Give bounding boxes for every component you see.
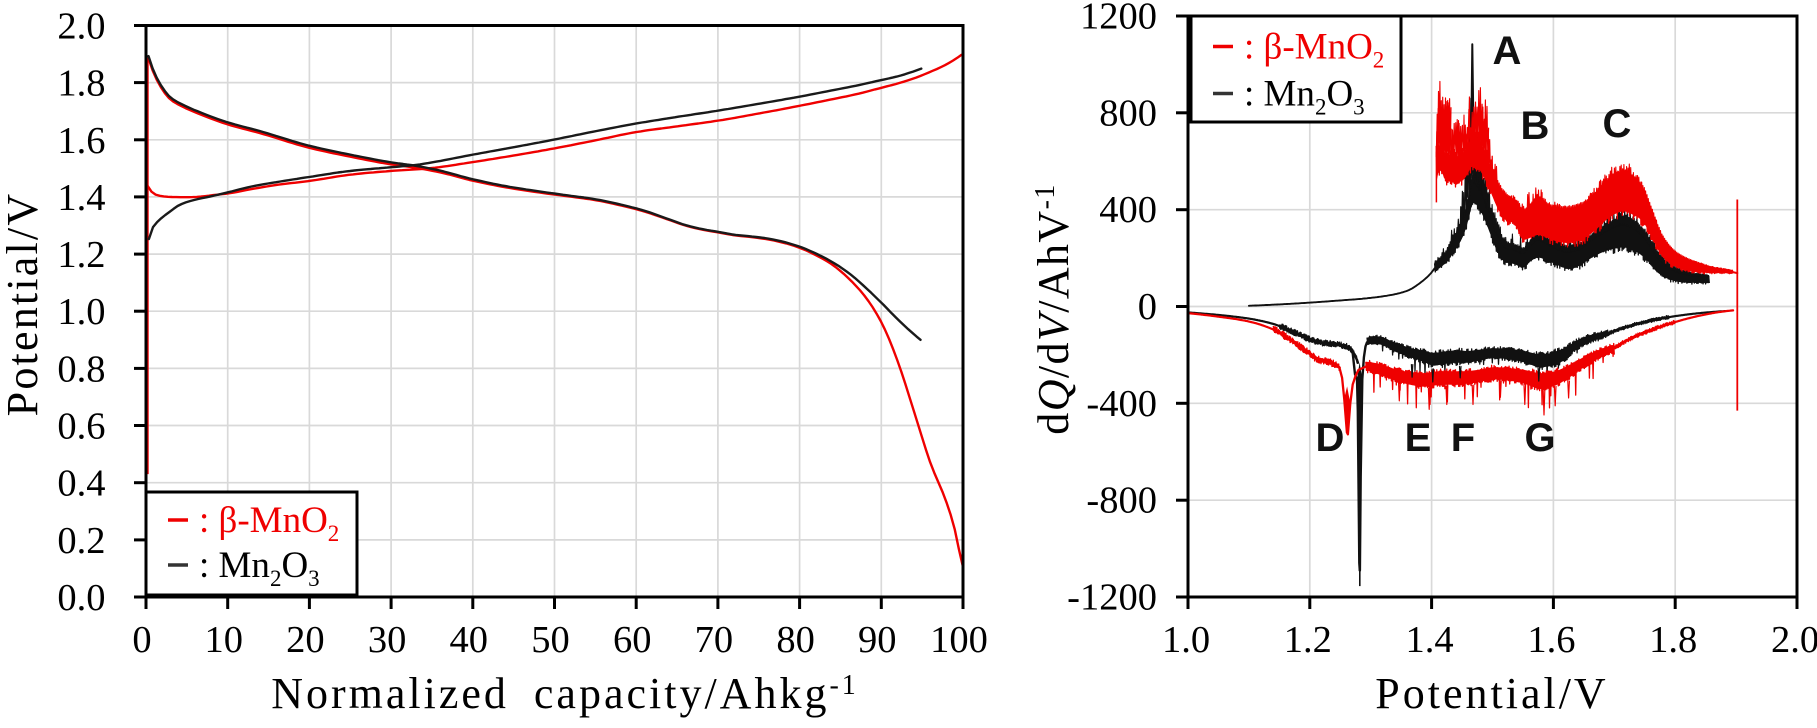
svg-text:30: 30 bbox=[368, 619, 407, 661]
svg-text:Normalized capacity/Ahkg-1: Normalized capacity/Ahkg-1 bbox=[271, 669, 859, 718]
svg-text:1.0: 1.0 bbox=[1162, 619, 1210, 661]
svg-text:80: 80 bbox=[776, 619, 815, 661]
svg-text:dQ/dV/AhV-1: dQ/dV/AhV-1 bbox=[1029, 183, 1078, 434]
svg-text:60: 60 bbox=[613, 619, 652, 661]
svg-text:: β-MnO2: : β-MnO2 bbox=[1244, 27, 1384, 73]
svg-text:0: 0 bbox=[132, 619, 151, 661]
svg-text:F: F bbox=[1451, 416, 1475, 460]
svg-text:90: 90 bbox=[858, 619, 897, 661]
svg-text:50: 50 bbox=[531, 619, 570, 661]
svg-text:1.0: 1.0 bbox=[57, 291, 105, 333]
svg-text:: β-MnO2: : β-MnO2 bbox=[199, 500, 339, 546]
svg-text:C: C bbox=[1603, 102, 1632, 146]
svg-text:1.6: 1.6 bbox=[57, 120, 105, 162]
svg-text:20: 20 bbox=[286, 619, 325, 661]
svg-text:Potential/V: Potential/V bbox=[1375, 669, 1608, 718]
svg-text:-1200: -1200 bbox=[1067, 577, 1157, 619]
svg-text:: Mn2O3: : Mn2O3 bbox=[199, 545, 320, 591]
svg-text:D: D bbox=[1316, 416, 1345, 460]
svg-text:1.4: 1.4 bbox=[57, 177, 105, 219]
svg-text:2.0: 2.0 bbox=[1771, 619, 1817, 661]
svg-text:400: 400 bbox=[1099, 189, 1157, 231]
svg-text:-800: -800 bbox=[1086, 480, 1157, 522]
svg-text:A: A bbox=[1493, 29, 1522, 73]
svg-text:10: 10 bbox=[204, 619, 243, 661]
svg-text:0.0: 0.0 bbox=[57, 577, 105, 619]
svg-text:1.2: 1.2 bbox=[57, 234, 105, 276]
svg-text:1.6: 1.6 bbox=[1527, 619, 1575, 661]
svg-text:0.8: 0.8 bbox=[57, 348, 105, 390]
svg-text:0.2: 0.2 bbox=[57, 520, 105, 562]
svg-text:G: G bbox=[1524, 416, 1555, 460]
svg-text:: Mn2O3: : Mn2O3 bbox=[1244, 74, 1365, 120]
svg-text:0.6: 0.6 bbox=[57, 406, 105, 448]
svg-text:70: 70 bbox=[695, 619, 734, 661]
svg-text:0.4: 0.4 bbox=[57, 463, 105, 505]
svg-text:2.0: 2.0 bbox=[57, 6, 105, 48]
svg-text:0: 0 bbox=[1138, 286, 1157, 328]
svg-text:B: B bbox=[1521, 104, 1550, 148]
svg-text:40: 40 bbox=[450, 619, 489, 661]
svg-text:-400: -400 bbox=[1086, 383, 1157, 425]
svg-text:1.2: 1.2 bbox=[1284, 619, 1332, 661]
svg-text:1.8: 1.8 bbox=[57, 63, 105, 105]
svg-text:100: 100 bbox=[930, 619, 988, 661]
svg-text:1.4: 1.4 bbox=[1406, 619, 1454, 661]
svg-text:1200: 1200 bbox=[1080, 0, 1157, 38]
svg-text:E: E bbox=[1405, 416, 1432, 460]
svg-text:800: 800 bbox=[1099, 92, 1157, 134]
svg-text:Potential/V: Potential/V bbox=[0, 192, 47, 417]
svg-text:1.8: 1.8 bbox=[1649, 619, 1697, 661]
